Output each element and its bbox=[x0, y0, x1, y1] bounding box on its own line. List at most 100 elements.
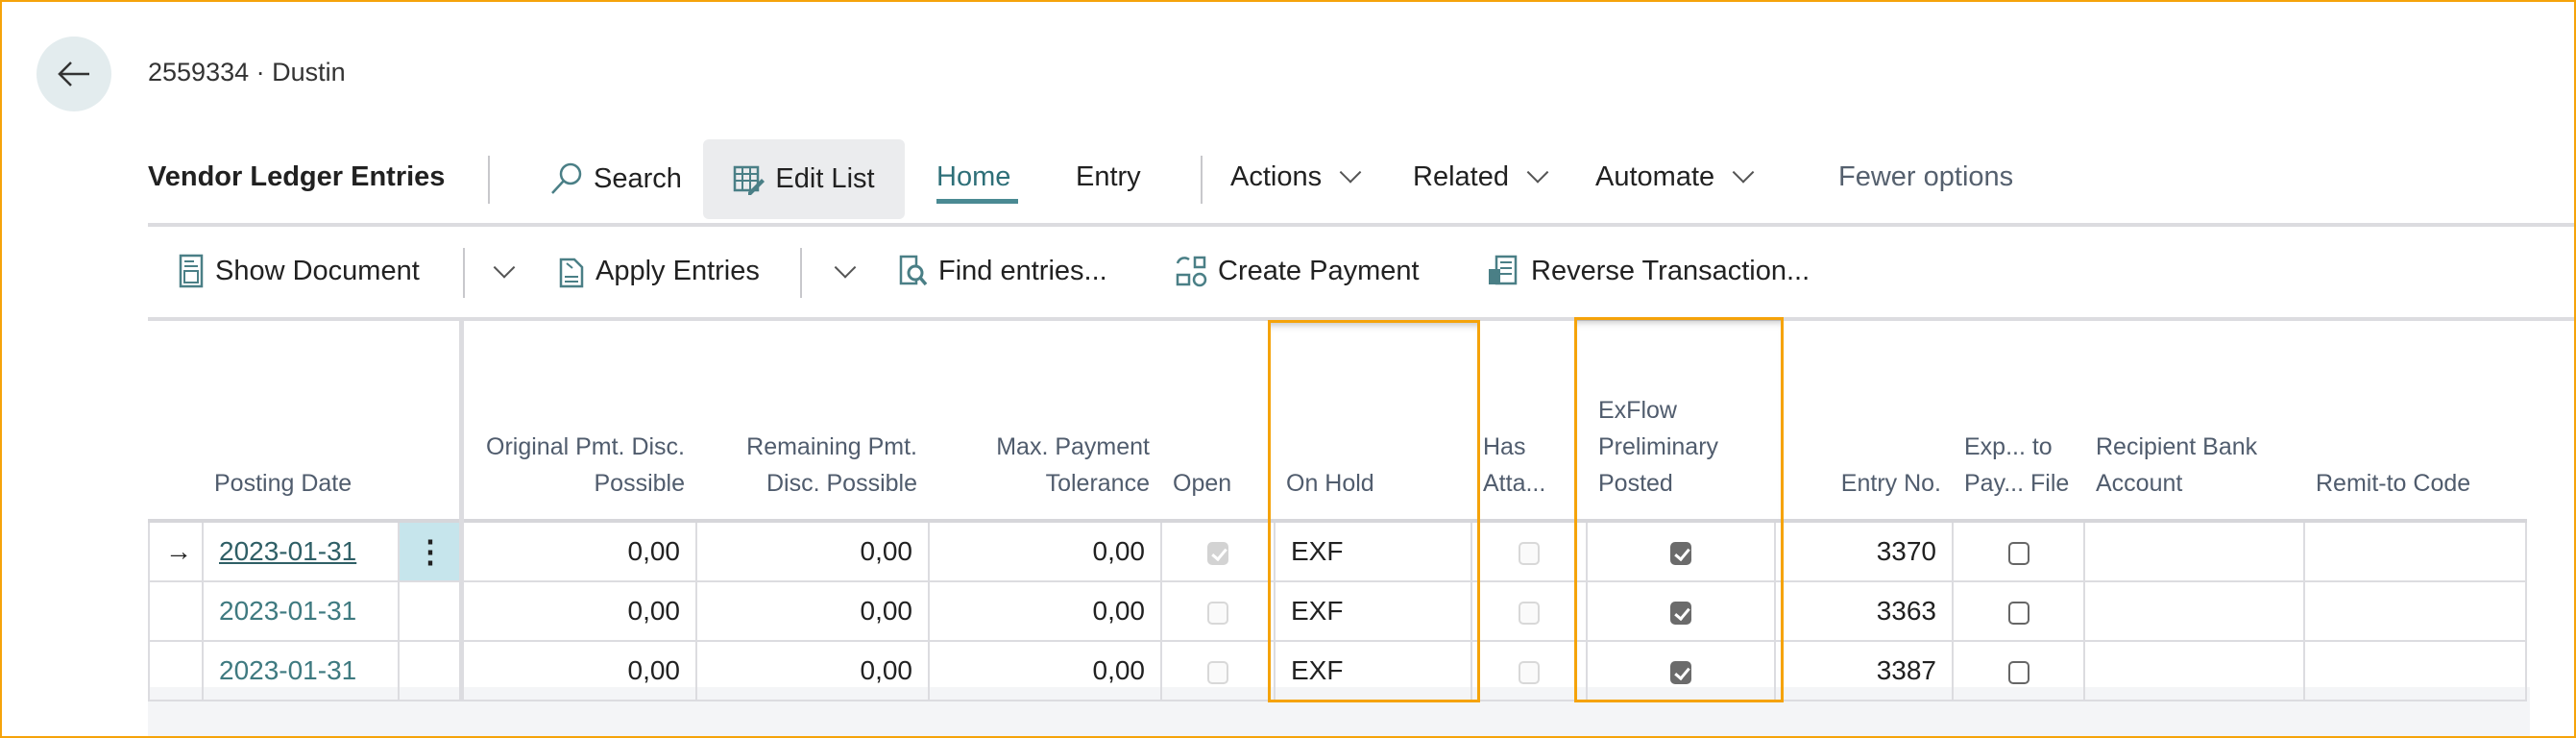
exported-checkbox[interactable] bbox=[2007, 541, 2029, 565]
exported-cell bbox=[1952, 640, 2085, 701]
find-entries-button[interactable]: Find entries... bbox=[898, 254, 1107, 288]
on-hold-highlight bbox=[1268, 320, 1480, 702]
column-header-open[interactable]: Open bbox=[1161, 319, 1275, 523]
recipient-bank-account-cell[interactable] bbox=[2083, 520, 2305, 582]
exflow-posted-cell bbox=[1586, 580, 1776, 642]
reverse-transaction-button[interactable]: Reverse Transaction... bbox=[1487, 254, 1810, 288]
find-entries-label: Find entries... bbox=[938, 255, 1107, 286]
column-header-max-payment-tolerance[interactable]: Max. Payment Tolerance bbox=[929, 319, 1161, 523]
column-header-posting-date[interactable]: Posting Date bbox=[203, 319, 399, 523]
divider bbox=[148, 223, 2576, 227]
entry-no-cell: 3387 bbox=[1774, 640, 1954, 701]
recipient-bank-account-cell[interactable] bbox=[2083, 580, 2305, 642]
find-entries-icon bbox=[899, 255, 928, 286]
chevron-down-icon bbox=[834, 257, 857, 279]
edit-list-button[interactable]: Edit List bbox=[703, 139, 905, 219]
divider bbox=[800, 248, 802, 298]
document-icon bbox=[179, 254, 204, 288]
remit-to-code-cell[interactable] bbox=[2303, 640, 2527, 701]
row-indicator bbox=[148, 580, 204, 642]
search-button[interactable]: Search bbox=[549, 161, 682, 196]
remaining-pmt-disc-cell: 0,00 bbox=[695, 580, 930, 642]
exported-cell bbox=[1952, 580, 2085, 642]
open-checkbox bbox=[1207, 541, 1228, 565]
edit-list-icon bbox=[734, 165, 766, 195]
page-title: 2559334 · Dustin bbox=[148, 58, 346, 86]
posting-date-link[interactable]: 2023-01-31 bbox=[202, 520, 400, 582]
row-indicator bbox=[148, 640, 204, 701]
exflow-posted-checkbox[interactable] bbox=[1670, 541, 1691, 565]
column-header-exflow-preliminary-posted[interactable]: ExFlow Preliminary Posted bbox=[1587, 319, 1775, 523]
create-payment-button[interactable]: Create Payment bbox=[1174, 254, 1420, 288]
apply-entries-label: Apply Entries bbox=[595, 255, 760, 286]
automate-menu[interactable]: Automate bbox=[1595, 160, 1755, 193]
exported-cell bbox=[1952, 520, 2085, 582]
exflow-posted-highlight bbox=[1574, 317, 1784, 702]
row-indicator: → bbox=[148, 520, 204, 582]
original-pmt-disc-cell: 0,00 bbox=[458, 640, 697, 701]
show-document-dropdown[interactable] bbox=[485, 254, 516, 292]
exported-checkbox[interactable] bbox=[2007, 601, 2029, 625]
tab-home[interactable]: Home bbox=[936, 161, 1011, 192]
table-row[interactable]: 2023-01-31 0,00 0,00 0,00 EXF 3363 bbox=[148, 580, 2527, 642]
posting-date-link[interactable]: 2023-01-31 bbox=[202, 640, 400, 701]
automate-label: Automate bbox=[1595, 161, 1715, 192]
column-header-exported-to-payment-file[interactable]: Exp... to Pay... File bbox=[1953, 319, 2084, 523]
create-payment-icon bbox=[1176, 256, 1207, 287]
max-payment-tolerance-cell: 0,00 bbox=[928, 520, 1162, 582]
column-header-entry-no[interactable]: Entry No. bbox=[1775, 319, 1953, 523]
remaining-pmt-disc-cell: 0,00 bbox=[695, 640, 930, 701]
open-checkbox bbox=[1207, 601, 1228, 625]
actions-label: Actions bbox=[1230, 161, 1323, 192]
remit-to-code-cell[interactable] bbox=[2303, 520, 2527, 582]
more-vertical-icon: ⋮ bbox=[415, 534, 446, 569]
edit-list-label: Edit List bbox=[775, 163, 875, 194]
row-actions-button[interactable] bbox=[398, 580, 462, 642]
show-document-button[interactable]: Show Document bbox=[179, 254, 420, 288]
has-attachment-checkbox bbox=[1519, 541, 1540, 565]
apply-entries-icon bbox=[559, 258, 584, 288]
tab-entry[interactable]: Entry bbox=[1076, 161, 1141, 192]
on-hold-cell[interactable]: EXF bbox=[1274, 580, 1472, 642]
column-header-original-pmt-disc[interactable]: Original Pmt. Disc. Possible bbox=[458, 319, 696, 523]
remit-to-code-cell[interactable] bbox=[2303, 580, 2527, 642]
chevron-down-icon bbox=[1526, 160, 1549, 184]
column-header-recipient-bank-account[interactable]: Recipient Bank Account bbox=[2084, 319, 2304, 523]
row-actions-button[interactable]: ⋮ bbox=[398, 520, 462, 582]
related-menu[interactable]: Related bbox=[1413, 160, 1549, 193]
open-cell bbox=[1160, 580, 1276, 642]
on-hold-cell[interactable]: EXF bbox=[1274, 520, 1472, 582]
exported-checkbox[interactable] bbox=[2007, 660, 2029, 684]
column-header-has-attachment[interactable]: Has Atta... bbox=[1471, 319, 1587, 523]
arrow-left-icon bbox=[58, 62, 89, 86]
column-header-row-actions bbox=[399, 319, 461, 523]
entry-no-cell: 3370 bbox=[1774, 520, 1954, 582]
divider bbox=[488, 156, 490, 204]
apply-entries-button[interactable]: Apply Entries bbox=[557, 254, 760, 288]
table-row[interactable]: 2023-01-31 0,00 0,00 0,00 EXF 3387 bbox=[148, 640, 2527, 701]
recipient-bank-account-cell[interactable] bbox=[2083, 640, 2305, 701]
chevron-down-icon bbox=[1339, 160, 1362, 184]
column-header-remit-to-code[interactable]: Remit-to Code bbox=[2304, 319, 2526, 523]
search-icon bbox=[551, 162, 582, 194]
divider bbox=[1201, 156, 1203, 204]
back-button[interactable] bbox=[36, 37, 111, 111]
column-header-select-column bbox=[149, 319, 203, 523]
exflow-posted-checkbox[interactable] bbox=[1670, 660, 1691, 684]
fewer-options-button[interactable]: Fewer options bbox=[1838, 161, 2014, 192]
apply-entries-dropdown[interactable] bbox=[826, 254, 857, 292]
reverse-transaction-label: Reverse Transaction... bbox=[1531, 255, 1810, 286]
on-hold-cell[interactable]: EXF bbox=[1274, 640, 1472, 701]
row-actions-button[interactable] bbox=[398, 640, 462, 701]
open-checkbox bbox=[1207, 660, 1228, 684]
column-header-on-hold[interactable]: On Hold bbox=[1275, 319, 1471, 523]
actions-menu[interactable]: Actions bbox=[1230, 160, 1362, 193]
exflow-posted-checkbox[interactable] bbox=[1670, 601, 1691, 625]
column-header-remaining-pmt-disc[interactable]: Remaining Pmt. Disc. Possible bbox=[696, 319, 929, 523]
table-row[interactable]: → 2023-01-31 ⋮ 0,00 0,00 0,00 EXF 3370 bbox=[148, 520, 2527, 582]
show-document-label: Show Document bbox=[215, 255, 420, 286]
posting-date-link[interactable]: 2023-01-31 bbox=[202, 580, 400, 642]
open-cell bbox=[1160, 640, 1276, 701]
page-name: Vendor Ledger Entries bbox=[148, 161, 446, 192]
reverse-transaction-icon bbox=[1489, 255, 1518, 285]
